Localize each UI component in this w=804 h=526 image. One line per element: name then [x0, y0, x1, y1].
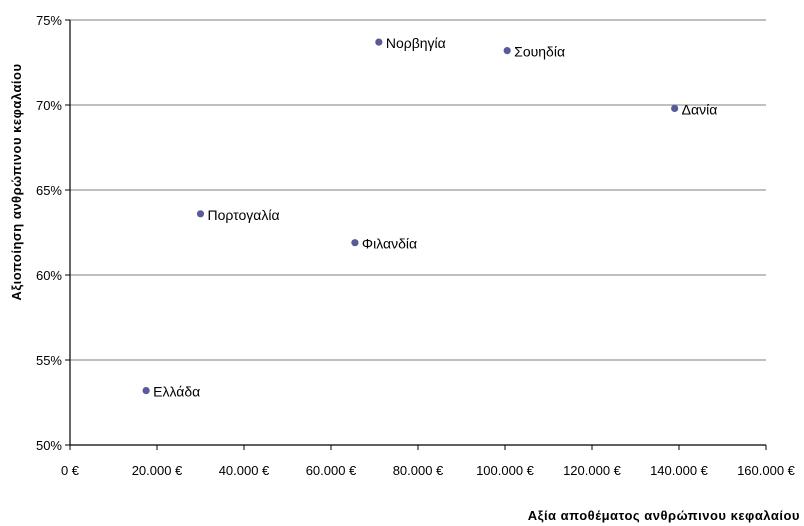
data-points: Νορβηγία Σουηδία Δανία Πορτογαλία Φιλανδία Ελ…: [142, 35, 718, 400]
data-label-3: Πορτογαλία: [208, 207, 280, 223]
y-axis-ticks: 50% 55% 60% 65% 70% 75%: [36, 13, 70, 453]
data-label-2: Δανία: [682, 101, 718, 117]
x-tick-label-4: 80.000 €: [393, 463, 444, 478]
y-tick-label-0: 50%: [36, 438, 62, 453]
data-label-0: Νορβηγία: [386, 35, 446, 51]
y-tick-label-1: 55%: [36, 353, 62, 368]
x-tick-label-7: 140.000 €: [650, 463, 709, 478]
x-tick-label-3: 60.000 €: [306, 463, 357, 478]
y-tick-label-5: 75%: [36, 13, 62, 28]
x-tick-label-8: 160.000 €: [737, 463, 796, 478]
x-tick-label-0: 0 €: [61, 463, 80, 478]
data-point-0: [375, 38, 383, 46]
data-point-2: [671, 104, 679, 112]
y-tick-label-3: 65%: [36, 183, 62, 198]
data-label-1: Σουηδία: [514, 44, 565, 60]
data-point-1: [503, 47, 511, 55]
gridlines: [70, 19, 766, 361]
x-tick-label-1: 20.000 €: [132, 463, 183, 478]
data-point-4: [351, 239, 359, 247]
data-point-5: [142, 387, 150, 395]
x-tick-label-6: 120.000 €: [563, 463, 622, 478]
y-tick-label-2: 60%: [36, 268, 62, 283]
data-point-3: [196, 210, 205, 218]
x-axis-title: Αξία αποθέματος ανθρώπινου κεφαλαίου: [528, 508, 800, 523]
y-axis-title: Αξιοποίηση ανθρώπινου κεφαλαίου: [9, 63, 24, 300]
x-axis-ticks: 0 € 20.000 € 40.000 € 60.000 € 80.000 € 100.0…: [61, 445, 796, 478]
axes: [69, 20, 766, 446]
data-label-5: Ελλάδα: [153, 384, 200, 400]
x-tick-label-5: 100.000 €: [476, 463, 535, 478]
data-label-4: Φιλανδία: [362, 236, 417, 252]
y-tick-label-4: 70%: [36, 98, 62, 113]
x-tick-label-2: 40.000 €: [219, 463, 270, 478]
